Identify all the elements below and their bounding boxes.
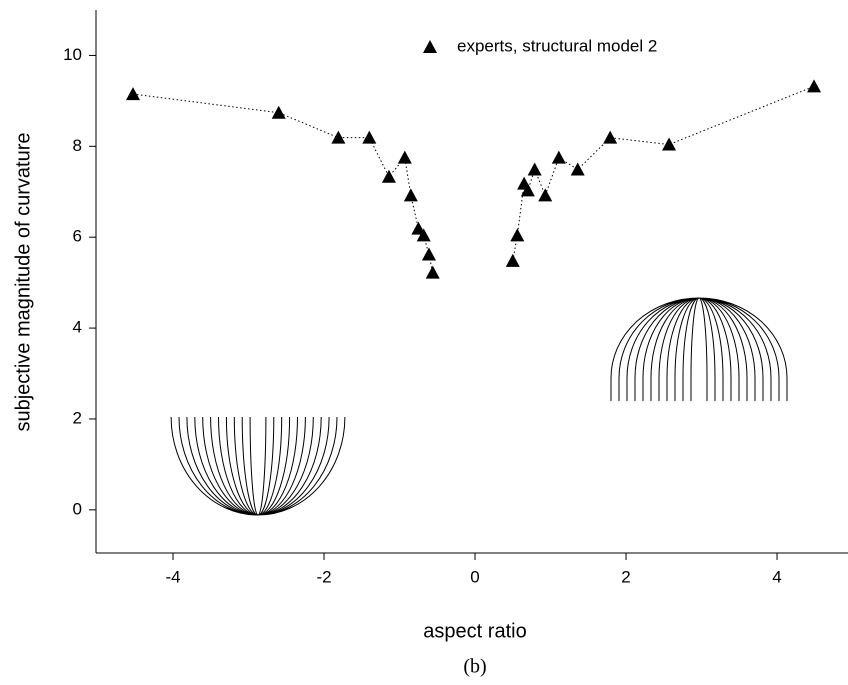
marker — [125, 87, 140, 101]
marker — [510, 228, 525, 242]
x-tick-label: 4 — [772, 567, 781, 586]
marker — [520, 183, 535, 197]
x-axis-label: aspect ratio — [423, 620, 526, 642]
shape-insets — [170, 297, 788, 516]
marker — [538, 188, 553, 202]
x-tick-label: -2 — [316, 567, 331, 586]
marker — [527, 162, 542, 176]
y-tick-label: 4 — [73, 318, 82, 337]
caption: (b) — [463, 656, 486, 678]
marker — [603, 130, 618, 144]
inset-curves — [170, 297, 788, 516]
x-tick-label: 2 — [621, 567, 630, 586]
marker — [403, 188, 418, 202]
marker — [807, 79, 822, 93]
marker — [662, 137, 677, 151]
marker — [425, 265, 440, 279]
marker — [397, 150, 412, 164]
marker — [551, 150, 566, 164]
y-tick-label: 2 — [73, 408, 82, 427]
x-tick-label: 0 — [470, 567, 479, 586]
marker — [416, 228, 431, 242]
y-tick-label: 10 — [63, 45, 82, 64]
series-line — [132, 85, 815, 273]
x-tick-label: -4 — [165, 567, 180, 586]
marker — [362, 130, 377, 144]
y-tick-label: 0 — [73, 499, 82, 518]
legend-label: experts, structural model 2 — [457, 36, 657, 55]
y-tick-label: 8 — [73, 136, 82, 155]
marker — [331, 130, 346, 144]
marker — [421, 247, 436, 261]
marker — [381, 169, 396, 183]
marker — [271, 105, 286, 119]
legend-marker — [423, 40, 437, 53]
marker — [505, 253, 520, 267]
y-axis-label: subjective magnitude of curvature — [12, 132, 34, 431]
y-tick-label: 6 — [73, 227, 82, 246]
marker — [570, 162, 585, 176]
marker — [411, 221, 426, 235]
